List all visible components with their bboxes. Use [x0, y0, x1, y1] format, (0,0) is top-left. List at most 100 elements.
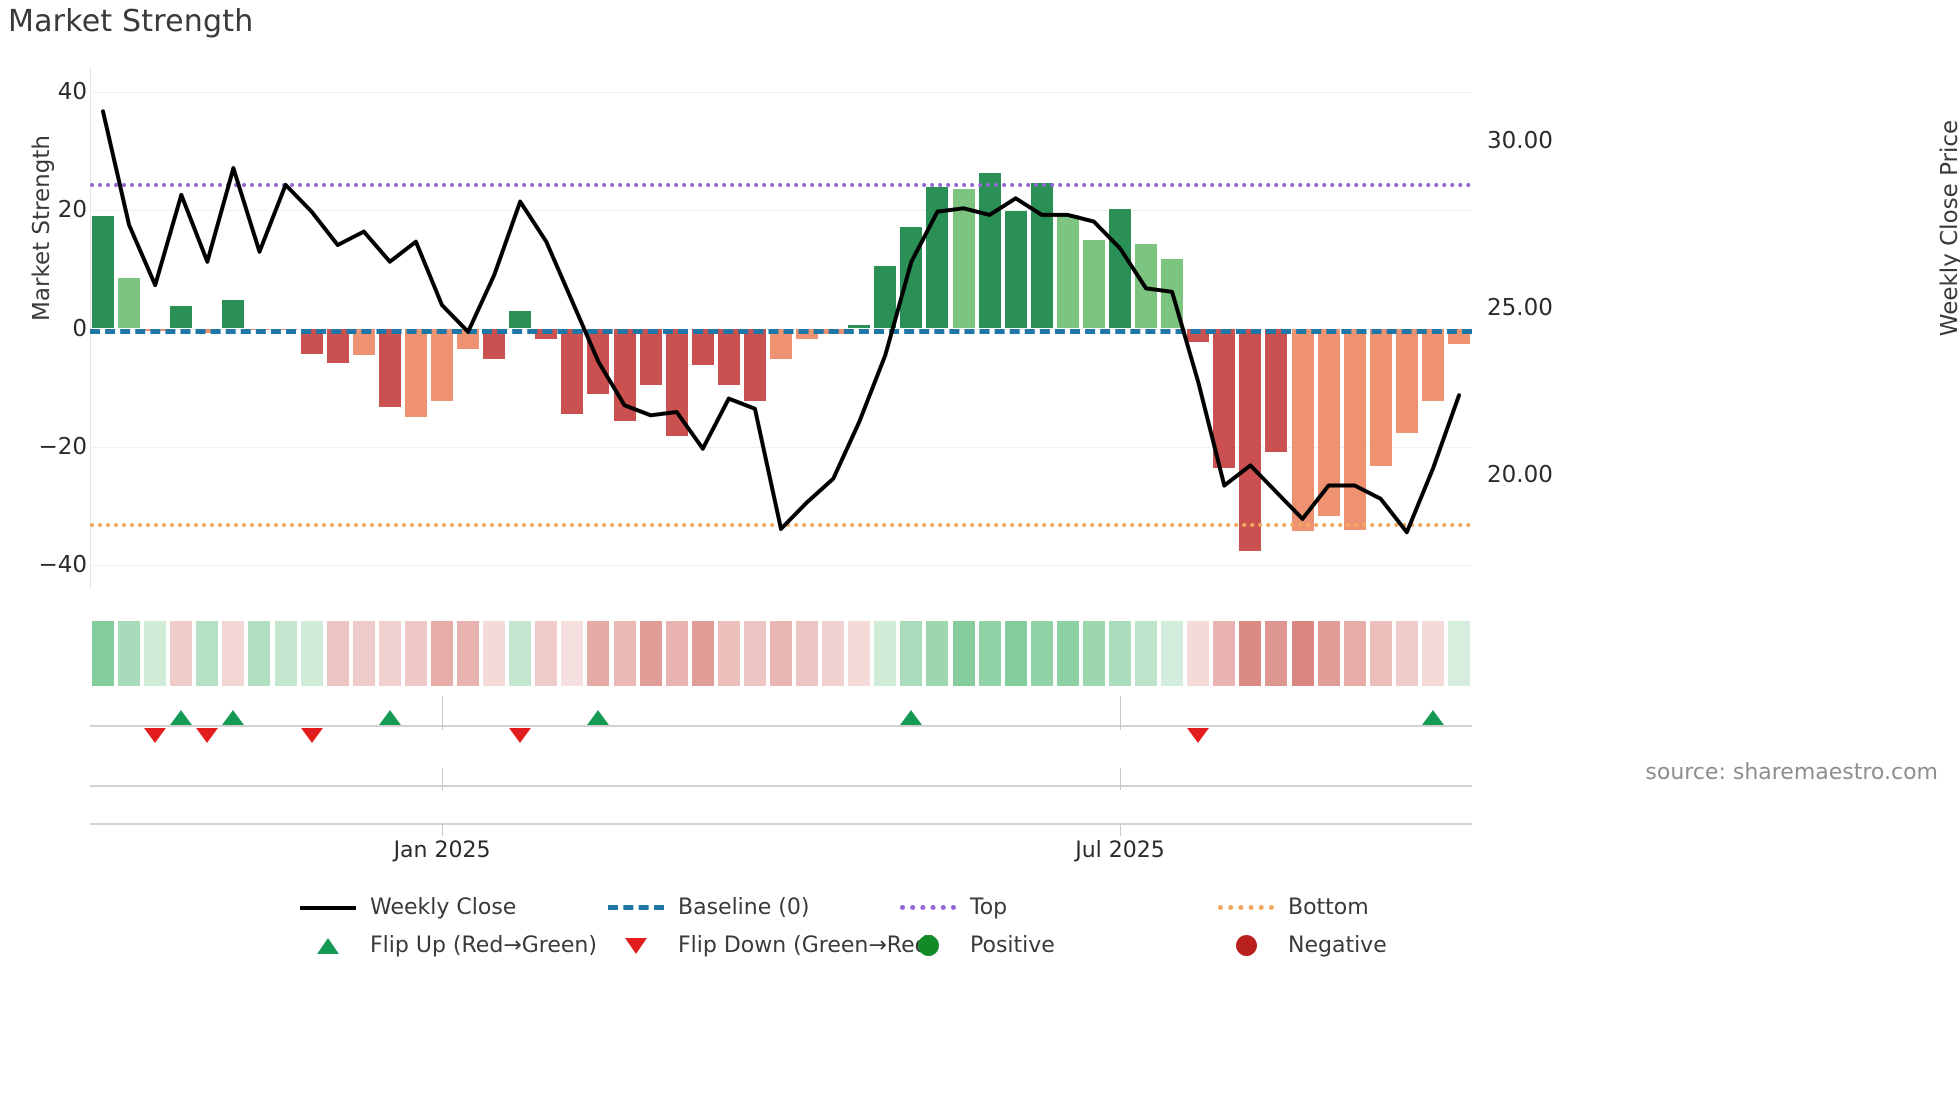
heatmap-cell: [691, 621, 714, 686]
bar: [691, 328, 714, 365]
legend-item-baseline[interactable]: Baseline (0): [608, 895, 809, 920]
heatmap-cell: [170, 621, 193, 686]
x-tick-mark: [1119, 768, 1121, 790]
heatmap-cell: [1421, 621, 1444, 686]
heatmap-cell: [1004, 621, 1027, 686]
bar: [118, 278, 141, 329]
legend-label: Negative: [1288, 933, 1387, 958]
heatmap-cell: [1082, 621, 1105, 686]
x-tick-mark: [442, 696, 444, 730]
legend-label: Flip Up (Red→Green): [370, 933, 597, 958]
heatmap-cell: [535, 621, 558, 686]
page-title: Market Strength: [8, 4, 254, 39]
heatmap-cell: [665, 621, 688, 686]
heatmap-cell: [404, 621, 427, 686]
y-tick-left: 40: [57, 78, 87, 105]
bar: [1056, 215, 1079, 329]
y-tick-left: −40: [38, 552, 87, 579]
y-tick-left: 0: [72, 315, 87, 342]
bar: [1317, 328, 1340, 516]
bar: [222, 300, 245, 329]
legend-item-positive[interactable]: Positive: [900, 933, 1055, 958]
heatmap-cell: [431, 621, 454, 686]
bar: [717, 328, 740, 386]
heatmap-cell: [587, 621, 610, 686]
flip-down-marker: [1187, 728, 1210, 743]
bar: [796, 328, 819, 340]
bar: [457, 328, 480, 350]
strength-heatmap-strip: [90, 621, 1472, 686]
flip-marker-band: [90, 640, 1472, 830]
gridline-y: [90, 210, 1472, 212]
heatmap-cell: [196, 621, 219, 686]
bar: [1030, 183, 1053, 329]
x-tick-mark: [442, 768, 444, 790]
tri-up-icon: [300, 936, 356, 956]
heatmap-cell: [92, 621, 115, 686]
legend-item-weekly-close[interactable]: Weekly Close: [300, 895, 516, 920]
gridline-y: [90, 446, 1472, 448]
heatmap-cell: [1343, 621, 1366, 686]
heatmap-cell: [1447, 621, 1470, 686]
bar: [535, 328, 558, 340]
plot-area: [90, 68, 1472, 589]
bar: [404, 328, 427, 418]
flip-up-marker: [222, 710, 245, 725]
legend-label: Baseline (0): [678, 895, 810, 920]
x-tick-label: Jan 2025: [393, 838, 491, 863]
bar: [952, 189, 975, 329]
dot-green-icon: [900, 935, 956, 956]
dot-orange-icon: [1218, 898, 1274, 918]
heatmap-cell: [1213, 621, 1236, 686]
bar: [1395, 328, 1418, 433]
bar: [1291, 328, 1314, 531]
heatmap-cell: [1108, 621, 1131, 686]
x-tick-mark: [1119, 824, 1121, 836]
x-tick-label: Jul 2025: [1075, 838, 1165, 863]
legend-item-flip-up[interactable]: Flip Up (Red→Green): [300, 933, 597, 958]
heatmap-cell: [1135, 621, 1158, 686]
heatmap-cell: [796, 621, 819, 686]
bar: [665, 328, 688, 437]
heatmap-cell: [378, 621, 401, 686]
flip-down-marker: [509, 728, 532, 743]
bar: [326, 328, 349, 363]
legend-row-bottom: Flip Up (Red→Green) Flip Down (Green→Red)…: [0, 933, 1960, 971]
bar: [431, 328, 454, 402]
heatmap-cell: [770, 621, 792, 686]
heatmap-cell: [509, 621, 532, 686]
bar: [1265, 328, 1288, 452]
legend-item-negative[interactable]: Negative: [1218, 933, 1387, 958]
y-tick-left: −20: [38, 433, 87, 460]
heatmap-cell: [457, 621, 480, 686]
legend-item-bottom[interactable]: Bottom: [1218, 895, 1369, 920]
heatmap-cell: [978, 621, 1001, 686]
legend-item-flip-down[interactable]: Flip Down (Green→Red): [608, 933, 937, 958]
gridline-y: [90, 91, 1472, 93]
heatmap-cell: [639, 621, 662, 686]
bar: [352, 328, 375, 355]
heatmap-cell: [300, 621, 323, 686]
legend-label: Flip Down (Green→Red): [678, 933, 938, 958]
heatmap-cell: [561, 621, 584, 686]
flip-up-marker: [900, 710, 923, 725]
heatmap-cell: [144, 621, 167, 686]
heatmap-cell: [822, 621, 845, 686]
dash-blue-icon: [608, 898, 664, 918]
heatmap-cell: [1161, 621, 1184, 686]
flip-down-marker: [196, 728, 219, 743]
heatmap-cell: [483, 621, 506, 686]
flip-down-marker: [144, 728, 167, 743]
heatmap-cell: [743, 621, 766, 686]
y-tick-left: 20: [57, 197, 87, 224]
legend-item-top[interactable]: Top: [900, 895, 1007, 920]
heatmap-cell: [1291, 621, 1314, 686]
bar: [874, 266, 897, 329]
x-tick-mark: [442, 824, 444, 836]
bar: [561, 328, 584, 415]
bar: [1082, 239, 1105, 329]
heatmap-cell: [1265, 621, 1288, 686]
heatmap-cell: [1395, 621, 1418, 686]
top-reference-line: [90, 183, 1472, 188]
